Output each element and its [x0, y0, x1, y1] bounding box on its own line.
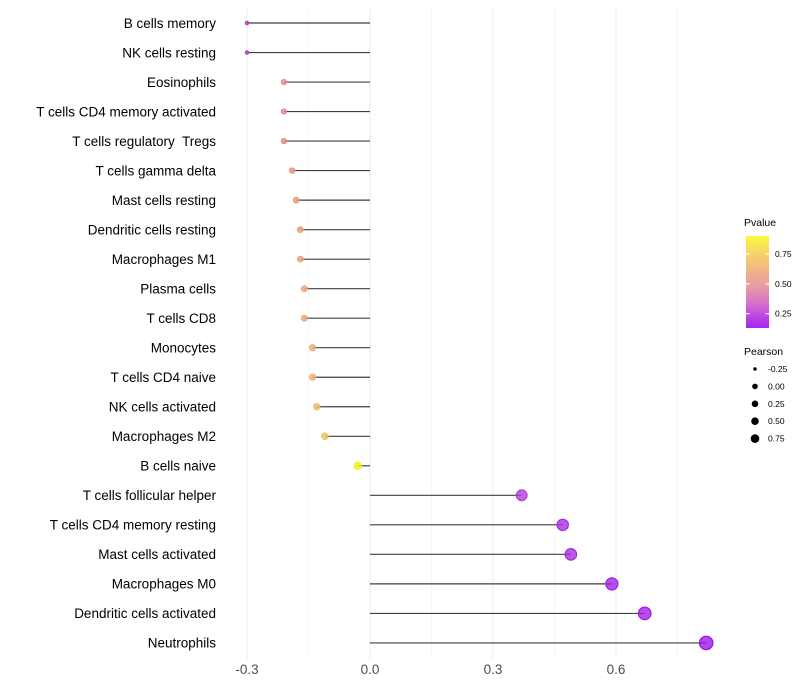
- y-axis-labels: B cells memory NK cells resting Eosinophil…: [36, 16, 216, 651]
- pearson-legend-dot: [751, 400, 759, 408]
- lollipop-dot: [244, 20, 250, 26]
- pearson-legend-label: -0.25: [768, 364, 788, 374]
- grid-lines: [246, 8, 678, 659]
- y-axis-label: T cells CD4 memory resting: [50, 518, 216, 533]
- lollipop-dots: [244, 20, 714, 651]
- y-axis-label: Mast cells resting: [112, 193, 216, 208]
- pearson-legend-dot: [753, 367, 757, 371]
- lollipop-dot: [309, 344, 317, 352]
- lollipop-dot: [605, 577, 619, 591]
- y-axis-label: NK cells resting: [122, 45, 216, 60]
- lollipop-dot: [309, 373, 317, 381]
- y-axis-label: T cells follicular helper: [83, 488, 217, 503]
- lollipop-dot: [353, 461, 362, 471]
- pearson-legend-dot: [751, 417, 759, 426]
- y-axis-label: Dendritic cells resting: [88, 222, 216, 237]
- y-axis-label: Macrophages M1: [112, 252, 216, 267]
- lollipop-dot: [288, 167, 296, 174]
- lollipop-dot: [280, 78, 288, 86]
- x-axis-tick-label: 0.3: [484, 662, 503, 677]
- lollipop-dot: [698, 635, 714, 651]
- pvalue-legend: Pvalue 0.75 0.50 0.25: [744, 217, 792, 328]
- y-axis-label: T cells CD4 naive: [110, 370, 216, 385]
- lollipop-dot: [321, 432, 329, 441]
- pearson-legend-dot: [750, 434, 760, 443]
- y-axis-label: T cells CD8: [146, 311, 216, 326]
- pearson-legend: Pearson -0.25 0.00 0.25 0.50 0.75: [744, 346, 788, 444]
- lollipop-dot: [296, 255, 304, 263]
- pvalue-legend-tick-label: 0.75: [775, 249, 792, 259]
- x-axis-tick-label: -0.3: [235, 662, 258, 677]
- pvalue-legend-tick-label: 0.25: [775, 309, 792, 319]
- lollipop-dot: [292, 196, 300, 204]
- y-axis-label: B cells memory: [124, 16, 217, 31]
- pearson-legend-label: 0.25: [768, 399, 785, 409]
- y-axis-label: NK cells activated: [109, 400, 216, 415]
- lollipop-dot: [313, 403, 321, 411]
- x-axis-tick-label: 0.0: [361, 662, 380, 677]
- y-axis-label: Macrophages M2: [112, 429, 216, 444]
- pearson-legend-label: 0.75: [768, 434, 785, 444]
- y-axis-label: T cells CD4 memory activated: [36, 104, 216, 119]
- y-axis-label: Eosinophils: [147, 75, 216, 90]
- y-axis-label: Mast cells activated: [98, 547, 216, 562]
- pvalue-gradient-bar: [746, 236, 769, 328]
- pearson-legend-dot: [752, 383, 758, 390]
- x-axis-tick-label: 0.6: [607, 662, 626, 677]
- pvalue-legend-tick-label: 0.50: [775, 279, 792, 289]
- y-axis-label: Macrophages M0: [112, 577, 216, 592]
- y-axis-label: B cells naive: [140, 459, 216, 474]
- lollipop-dot: [280, 137, 288, 145]
- pearson-legend-title: Pearson: [744, 346, 783, 358]
- y-axis-label: Monocytes: [151, 341, 217, 356]
- pearson-legend-label: 0.00: [768, 381, 785, 391]
- lollipop-dot: [300, 314, 308, 322]
- pearson-legend-label: 0.50: [768, 416, 785, 426]
- pvalue-legend-title: Pvalue: [744, 217, 776, 229]
- lollipop-dot: [637, 606, 652, 621]
- x-axis-labels: -0.3 0.0 0.3 0.6: [235, 662, 625, 677]
- y-axis-label: T cells gamma delta: [95, 163, 216, 178]
- lollipop-stems: [247, 22, 707, 644]
- lollipop-dot: [556, 518, 569, 532]
- lollipop-dot: [564, 548, 578, 561]
- y-axis-label: T cells regulatory Tregs: [72, 134, 216, 149]
- lollipop-dot: [244, 50, 250, 55]
- lollipop-dot: [515, 489, 528, 502]
- lollipop-dot: [280, 108, 288, 115]
- lollipop-dot: [300, 285, 308, 293]
- lollipop-dot: [296, 226, 304, 234]
- y-axis-label: Neutrophils: [148, 636, 217, 651]
- y-axis-label: Plasma cells: [140, 281, 216, 296]
- y-axis-label: Dendritic cells activated: [74, 606, 216, 621]
